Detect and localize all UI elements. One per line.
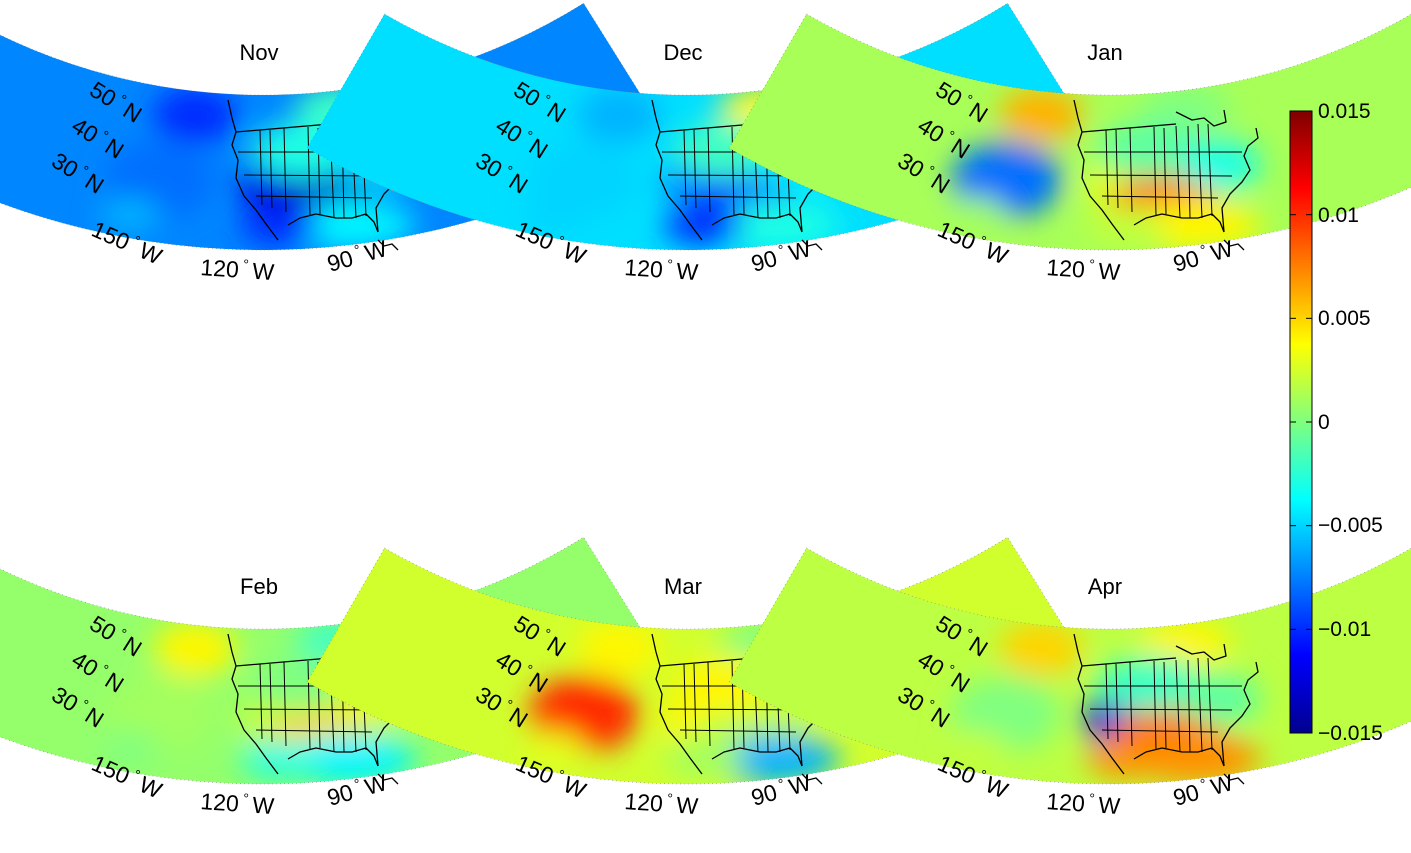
lon-label-120: 120 °W (624, 253, 700, 285)
anomaly-region (1131, 200, 1261, 250)
anomaly-region (153, 87, 237, 143)
map-panel: Jan 50°N 40°N 30°N 150°W 120 °W 90°W (728, 3, 1411, 285)
anomaly-region (664, 205, 744, 245)
panel-title: Dec (663, 40, 702, 65)
map-field (728, 537, 1411, 785)
panel-title: Mar (664, 574, 702, 599)
coastlines (1073, 99, 1259, 251)
lon-label-120: 120 °W (624, 787, 700, 819)
anomaly-region (577, 87, 661, 143)
anomaly-region (1181, 673, 1261, 725)
map-background (729, 3, 1411, 250)
lon-label-120: 120 °W (200, 787, 276, 819)
anomaly-region (285, 734, 415, 784)
latitude-labels: 50°N 40°N 30°N (893, 76, 992, 199)
anomaly-region (1181, 139, 1261, 191)
anomaly-region (999, 87, 1083, 143)
anomaly-region (709, 200, 839, 250)
longitude-labels: 150°W 120 °W 90°W (934, 216, 1236, 285)
anomaly-region (1096, 656, 1206, 712)
colorbar-tick-label: 0 (1318, 411, 1330, 434)
colorbar-tick-label: 0.015 (1318, 100, 1371, 123)
anomaly-region (1131, 734, 1261, 784)
colorbar-tick-label: −0.005 (1318, 514, 1383, 537)
map-background (729, 537, 1411, 784)
anomaly-region (285, 200, 415, 250)
anomaly-region (240, 739, 320, 779)
colorbar-tick-label: −0.015 (1318, 722, 1383, 745)
anomaly-region (1086, 205, 1166, 245)
colorbar-ticks: 0.015 0.01 0.005 0 −0.005 −0.01 −0.015 (1290, 100, 1383, 745)
anomaly-region (524, 731, 584, 767)
colorbar-tick-label: 0.005 (1318, 307, 1371, 330)
lon-label-120: 120 °W (200, 253, 276, 285)
anomaly-region (240, 205, 320, 245)
anomaly-region (664, 739, 744, 779)
anomaly-region (153, 621, 237, 677)
colorbar-tick-label: 0.01 (1318, 204, 1359, 227)
state-boundaries (1084, 657, 1242, 753)
anomaly-region (709, 734, 839, 784)
anomaly-region (524, 197, 584, 233)
panel-title: Nov (239, 40, 278, 65)
anomaly-region (946, 197, 1006, 233)
lon-label-120: 120 °W (1046, 787, 1122, 819)
anomaly-region (1141, 619, 1231, 669)
anomaly-region (1086, 739, 1166, 779)
map-field (728, 3, 1411, 251)
anomaly-region (577, 621, 661, 677)
anomaly-region (1096, 122, 1206, 178)
lon-label-120: 120 °W (1046, 253, 1122, 285)
panel-title: Jan (1087, 40, 1122, 65)
coastlines (1073, 633, 1259, 785)
anomaly-region (1141, 85, 1231, 135)
colorbar-tick-label: −0.01 (1318, 618, 1371, 641)
map-panel: Apr 50°N 40°N 30°N 150°W 120 °W 90°W (728, 537, 1411, 819)
anomaly-region (100, 731, 160, 767)
anomaly-region (100, 197, 160, 233)
anomaly-region (999, 621, 1083, 677)
state-boundaries (1084, 123, 1242, 219)
panel-title: Feb (240, 574, 278, 599)
colorbar: 0.015 0.01 0.005 0 −0.005 −0.01 −0.015 (1289, 100, 1383, 745)
panel-title: Apr (1088, 574, 1122, 599)
anomaly-region (946, 731, 1006, 767)
